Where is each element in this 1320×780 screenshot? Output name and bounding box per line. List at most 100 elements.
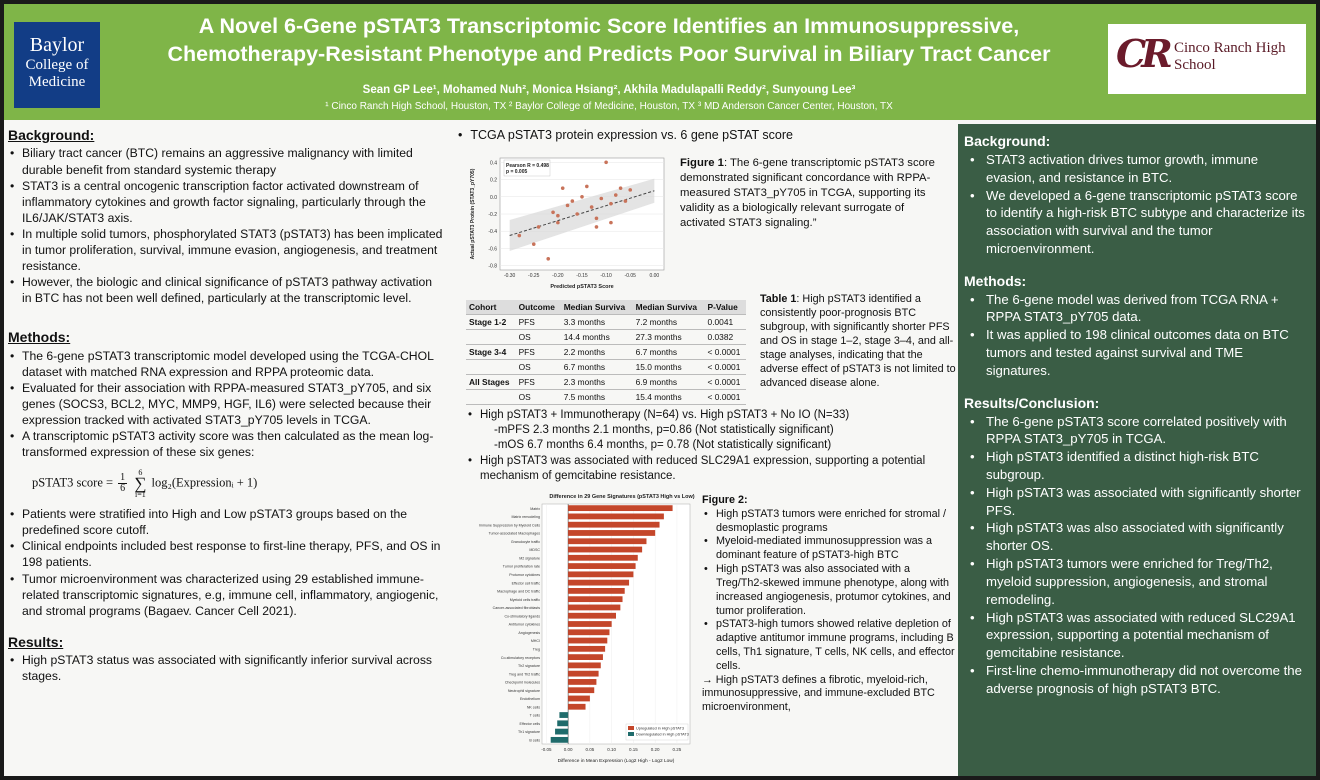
- x-axis-label: Predicted pSTAT3 Score: [550, 284, 613, 290]
- data-point: [613, 193, 618, 197]
- table-row: OS 14.4 months 27.3 months 0.0382: [466, 329, 746, 345]
- category-label: Macrophage and DC traffic: [497, 590, 540, 594]
- table1-label: Table 1: [760, 293, 797, 305]
- bar: [568, 687, 595, 694]
- list-item: High pSTAT3 was associated with reduced …: [466, 454, 952, 484]
- data-point: [599, 196, 604, 201]
- bar: [568, 554, 638, 561]
- table-cell: 15.0 months: [632, 359, 705, 375]
- data-point: [556, 220, 560, 225]
- bar: [568, 679, 597, 685]
- bcm-logo-line1: Baylor: [29, 34, 85, 56]
- list-item: First-line chemo-immunotherapy did not o…: [964, 662, 1310, 698]
- category-label: Checkpoint molecules: [505, 681, 540, 685]
- y-tick-label: -0.8: [488, 264, 497, 270]
- figure1-text: : The 6-gene transcriptomic pSTAT3 score…: [680, 157, 935, 229]
- bar: [568, 546, 643, 553]
- bcm-logo-line3: Medicine: [28, 74, 86, 91]
- list-item: pSTAT3-high tumors showed relative deple…: [702, 618, 956, 673]
- table-cell: 7.5 months: [560, 389, 633, 405]
- category-label: Angiogenesis: [518, 631, 540, 635]
- table-cell: [466, 329, 516, 345]
- list-item: It was applied to 198 clinical outcomes …: [964, 326, 1310, 379]
- x-tick-label: -0.30: [504, 273, 516, 279]
- list-item: Biliary tract cancer (BTC) remains an ag…: [8, 145, 444, 177]
- bar: [568, 654, 603, 660]
- x-tick-label: 0.25: [673, 747, 682, 752]
- data-point: [618, 186, 623, 190]
- data-point: [570, 199, 575, 203]
- slc-list: High pSTAT3 was associated with reduced …: [466, 454, 952, 484]
- table-cell: [466, 359, 516, 375]
- list-item: Patients were stratified into High and L…: [8, 506, 444, 538]
- bar: [568, 662, 601, 669]
- tcga-heading: TCGA pSTAT3 protein expression vs. 6 gen…: [458, 128, 793, 142]
- category-label: Tumor proliferation rate: [503, 565, 540, 569]
- data-point: [609, 220, 613, 225]
- data-point: [609, 201, 613, 206]
- data-point: [623, 199, 628, 203]
- list-item: High pSTAT3 was also associated with sig…: [964, 519, 1310, 555]
- table-header: Median Surviva: [632, 300, 705, 315]
- data-point: [551, 210, 555, 215]
- category-label: Tumor-associated Macrophages: [489, 532, 541, 536]
- table-row: OS 6.7 months 15.0 months < 0.0001: [466, 359, 746, 375]
- middle-column: TCGA pSTAT3 protein expression vs. 6 gen…: [450, 126, 956, 766]
- category-label: M2 signature: [519, 556, 540, 560]
- y-axis-label: Actual pSTAT3 Protein (STAT3_pY705): [470, 168, 476, 259]
- x-tick-label: -0.25: [528, 273, 540, 279]
- data-point: [604, 160, 608, 165]
- table-cell: OS: [515, 329, 561, 345]
- category-label: Co-stimulatory ligands: [504, 614, 540, 618]
- summary-methods-heading: Methods:: [964, 272, 1027, 289]
- category-label: Cancer-associated fibroblasts: [493, 606, 541, 610]
- category-label: Co-stimulatory receptors: [501, 656, 540, 660]
- bar: [568, 588, 625, 594]
- formula-rhs: log₂(Expressionᵢ + 1): [151, 475, 258, 490]
- background-heading: Background:: [8, 127, 95, 143]
- annotation-box: [503, 159, 551, 177]
- fit-line: [509, 190, 655, 237]
- school-name-line2: School: [1174, 57, 1216, 74]
- bar: [550, 736, 569, 743]
- category-label: Endothelium: [520, 697, 540, 701]
- table-cell: 6.7 months: [560, 359, 633, 375]
- category-label: NK cells: [527, 705, 540, 709]
- x-tick-label: -0.20: [552, 273, 564, 279]
- list-item: The 6-gene pSTAT3 score correlated posit…: [964, 413, 1310, 449]
- table-cell: 14.4 months: [560, 329, 633, 345]
- table-cell: Stage 3-4: [466, 344, 516, 360]
- category-label: Immune Suppression by Myeloid Cells: [479, 523, 540, 527]
- category-label: Treg: [533, 647, 540, 651]
- bar: [568, 505, 673, 512]
- category-label: Th2 signature: [518, 664, 540, 668]
- bar: [568, 571, 634, 578]
- x-tick-label: 0.20: [651, 747, 660, 752]
- methods-heading: Methods:: [8, 329, 71, 346]
- bcm-logo-line2: College of: [25, 57, 89, 73]
- list-item: The 6-gene pSTAT3 transcriptomic model d…: [8, 348, 444, 380]
- results-heading: Results:: [8, 633, 64, 650]
- table-row: OS 7.5 months 15.4 months < 0.0001: [466, 389, 746, 405]
- cinco-ranch-logo: CR Cinco Ranch High School: [1108, 24, 1306, 94]
- data-point: [594, 216, 599, 221]
- category-label: MDSC: [529, 548, 540, 552]
- data-point: [517, 233, 522, 238]
- school-name-line1: Cinco Ranch High: [1174, 40, 1286, 56]
- list-item: However, the biologic and clinical signi…: [8, 274, 444, 306]
- legend-box: [625, 723, 689, 741]
- title-line-2: Chemotherapy-Resistant Phenotype and Pre…: [167, 42, 1051, 67]
- category-label: Matrix: [530, 507, 540, 511]
- methods-list-2: Patients were stratified into High and L…: [8, 506, 444, 619]
- right-summary-column: Background: STAT3 activation drives tumo…: [958, 124, 1316, 776]
- bar: [568, 621, 612, 627]
- category-label: Effector cell traffic: [512, 581, 541, 585]
- data-point: [589, 205, 594, 209]
- cr-monogram: CR: [1116, 31, 1173, 76]
- y-tick-label: 0.2: [490, 178, 497, 184]
- list-item: Myeloid-mediated immunosuppression was a…: [702, 535, 956, 563]
- data-point: [556, 213, 560, 218]
- table-header-row: Cohort Outcome Median Surviva Median Sur…: [466, 300, 746, 315]
- io-list: High pSTAT3 + Immunotherapy (N=64) vs. H…: [466, 408, 952, 423]
- list-item: High pSTAT3 identified a distinct high-r…: [964, 448, 1310, 484]
